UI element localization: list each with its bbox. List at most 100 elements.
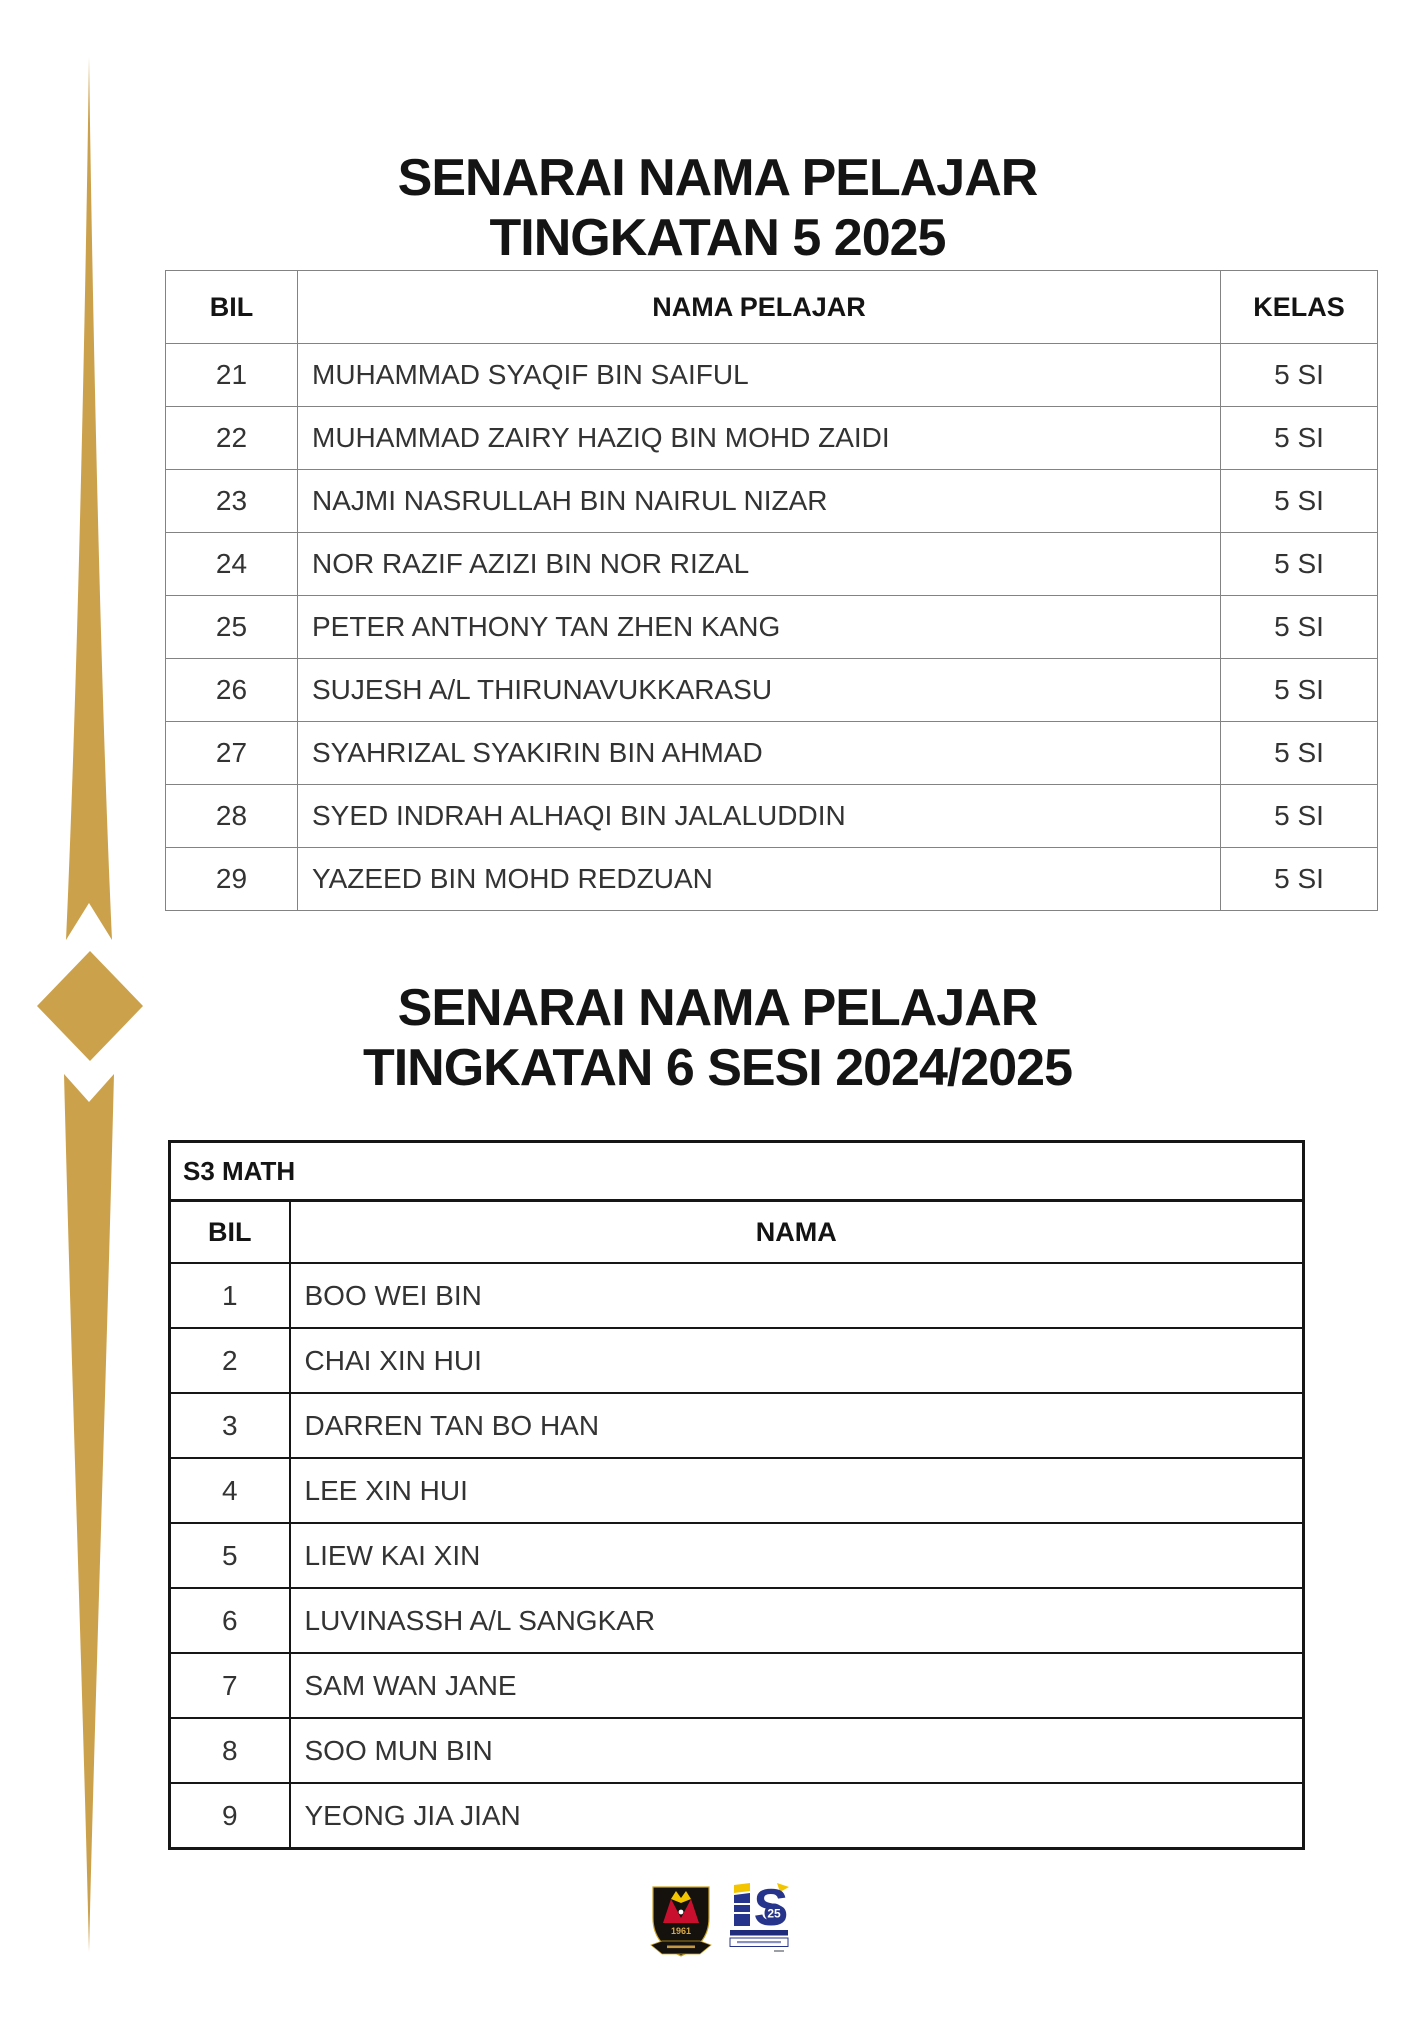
gold-spike-top xyxy=(66,57,112,940)
section1-title-line1: SENARAI NAMA PELAJAR xyxy=(397,149,1039,207)
cell-kelas: 5 SI xyxy=(1220,595,1378,659)
logo-one-cap xyxy=(734,1883,750,1893)
cell-kelas: 5 SI xyxy=(1220,784,1378,848)
table-row: 3 DARREN TAN BO HAN xyxy=(168,1392,1305,1459)
cell-bil: 21 xyxy=(165,343,298,407)
column-header-bil: BIL xyxy=(165,270,298,344)
table-row: 25 PETER ANTHONY TAN ZHEN KANG 5 SI xyxy=(165,595,1378,659)
crest-ribbon-text-dash xyxy=(667,1945,695,1949)
table-row: 4 LEE XIN HUI xyxy=(168,1457,1305,1524)
column-header-kelas: KELAS xyxy=(1220,270,1378,344)
cell-nama: NOR RAZIF AZIZI BIN NOR RIZAL xyxy=(297,532,1221,596)
cell-bil: 4 xyxy=(168,1457,291,1524)
cell-bil: 8 xyxy=(168,1717,291,1784)
column-header-nama-pelajar: NAMA PELAJAR xyxy=(297,270,1221,344)
table-row: 22 MUHAMMAD ZAIRY HAZIQ BIN MOHD ZAIDI 5 S… xyxy=(165,406,1378,470)
cell-bil: 23 xyxy=(165,469,298,533)
cell-bil: 26 xyxy=(165,658,298,722)
table-header-row: BIL NAMA PELAJAR KELAS xyxy=(165,270,1378,344)
cell-nama: SYAHRIZAL SYAKIRIN BIN AHMAD xyxy=(297,721,1221,785)
group-label-s3-math: S3 MATH xyxy=(168,1140,1305,1202)
cell-kelas: 5 SI xyxy=(1220,847,1378,911)
cell-nama: SUJESH A/L THIRUNAVUKKARASU xyxy=(297,658,1221,722)
gold-spike-bottom xyxy=(64,1074,114,1952)
cell-nama: BOO WEI BIN xyxy=(288,1262,1305,1329)
students-table-tingkatan5: BIL NAMA PELAJAR KELAS 21 MUHAMMAD SYAQIF… xyxy=(165,270,1378,911)
cell-bil: 22 xyxy=(165,406,298,470)
cell-nama: DARREN TAN BO HAN xyxy=(288,1392,1305,1459)
cell-bil: 25 xyxy=(165,595,298,659)
section1-title: SENARAI NAMA PELAJAR TINGKATAN 5 2025 xyxy=(165,148,1270,268)
cell-bil: 6 xyxy=(168,1587,291,1654)
cell-bil: 5 xyxy=(168,1522,291,1589)
cell-nama: SYED INDRAH ALHAQI BIN JALALUDDIN xyxy=(297,784,1221,848)
table-row: 26 SUJESH A/L THIRUNAVUKKARASU 5 SI xyxy=(165,658,1378,722)
crest-year-text: 1961 xyxy=(671,1926,691,1936)
cell-nama: MUHAMMAD ZAIRY HAZIQ BIN MOHD ZAIDI xyxy=(297,406,1221,470)
crest-m-shape xyxy=(663,1899,699,1923)
cell-bil: 3 xyxy=(168,1392,291,1459)
table-row: 8 SOO MUN BIN xyxy=(168,1717,1305,1784)
section2-title-line1: SENARAI NAMA PELAJAR xyxy=(397,979,1039,1037)
cell-nama: MUHAMMAD SYAQIF BIN SAIFUL xyxy=(297,343,1221,407)
cell-kelas: 5 SI xyxy=(1220,469,1378,533)
logo-s-accent xyxy=(777,1883,789,1892)
cell-bil: 9 xyxy=(168,1782,291,1850)
crest-crown-shape xyxy=(671,1891,691,1903)
cell-kelas: 5 SI xyxy=(1220,658,1378,722)
cell-bil: 1 xyxy=(168,1262,291,1329)
cell-nama: NAJMI NASRULLAH BIN NAIRUL NIZAR xyxy=(297,469,1221,533)
table-row: 23 NAJMI NASRULLAH BIN NAIRUL NIZAR 5 SI xyxy=(165,469,1378,533)
section2-title: SENARAI NAMA PELAJAR TINGKATAN 6 SESI 20… xyxy=(165,978,1270,1098)
table-row: 29 YAZEED BIN MOHD REDZUAN 5 SI xyxy=(165,847,1378,911)
logo-one-slit1 xyxy=(734,1903,750,1905)
table-row: 9 YEONG JIA JIAN xyxy=(168,1782,1305,1850)
logo-one-slit2 xyxy=(734,1912,750,1914)
table2-body: 1 BOO WEI BIN 2 CHAI XIN HUI 3 DARREN TAN BO … xyxy=(168,1262,1305,1850)
cell-nama: CHAI XIN HUI xyxy=(288,1327,1305,1394)
cell-bil: 2 xyxy=(168,1327,291,1394)
cell-bil: 7 xyxy=(168,1652,291,1719)
section1-title-line2: TINGKATAN 5 2025 xyxy=(489,209,947,267)
cell-bil: 27 xyxy=(165,721,298,785)
column-header-bil: BIL xyxy=(168,1199,291,1264)
cell-kelas: 5 SI xyxy=(1220,406,1378,470)
students-table-tingkatan6: S3 MATH BIL NAMA 1 BOO WEI BIN 2 CHAI XIN H… xyxy=(168,1140,1306,1850)
logo-25-text: 25 xyxy=(767,1907,781,1921)
cell-kelas: 5 SI xyxy=(1220,532,1378,596)
cell-nama: LEE XIN HUI xyxy=(288,1457,1305,1524)
cell-nama: YAZEED BIN MOHD REDZUAN xyxy=(297,847,1221,911)
logo-navy-bar xyxy=(730,1930,788,1936)
anniversary-logo: S 25 xyxy=(729,1882,789,1952)
table-row: 7 SAM WAN JANE xyxy=(168,1652,1305,1719)
cell-nama: LIEW KAI XIN xyxy=(288,1522,1305,1589)
gold-ornament xyxy=(37,57,143,1952)
crest-center-dot xyxy=(678,1909,684,1915)
table-row: 27 SYAHRIZAL SYAKIRIN BIN AHMAD 5 SI xyxy=(165,721,1378,785)
cell-bil: 28 xyxy=(165,784,298,848)
section2-title-line2: TINGKATAN 6 SESI 2024/2025 xyxy=(362,1039,1073,1097)
table-row: 28 SYED INDRAH ALHAQI BIN JALALUDDIN 5 SI xyxy=(165,784,1378,848)
cell-kelas: 5 SI xyxy=(1220,343,1378,407)
cell-nama: SOO MUN BIN xyxy=(288,1717,1305,1784)
table-row: 2 CHAI XIN HUI xyxy=(168,1327,1305,1394)
cell-nama: PETER ANTHONY TAN ZHEN KANG xyxy=(297,595,1221,659)
table-row: 24 NOR RAZIF AZIZI BIN NOR RIZAL 5 SI xyxy=(165,532,1378,596)
school-crest-logo: 1961 xyxy=(650,1886,712,1957)
cell-kelas: 5 SI xyxy=(1220,721,1378,785)
cell-nama: YEONG JIA JIAN xyxy=(288,1782,1305,1850)
gold-diamond xyxy=(37,951,143,1061)
table-row: 6 LUVINASSH A/L SANGKAR xyxy=(168,1587,1305,1654)
logo-white-bar-text-dash xyxy=(737,1941,781,1944)
table-group-row: S3 MATH xyxy=(168,1140,1305,1202)
cell-bil: 29 xyxy=(165,847,298,911)
logo-small-mark xyxy=(774,1950,784,1952)
column-header-nama: NAMA xyxy=(288,1199,1305,1264)
table-row: 1 BOO WEI BIN xyxy=(168,1262,1305,1329)
cell-nama: LUVINASSH A/L SANGKAR xyxy=(288,1587,1305,1654)
cell-bil: 24 xyxy=(165,532,298,596)
table-header-row: BIL NAMA xyxy=(168,1199,1305,1264)
logo-one-body xyxy=(734,1893,750,1926)
table-row: 21 MUHAMMAD SYAQIF BIN SAIFUL 5 SI xyxy=(165,343,1378,407)
